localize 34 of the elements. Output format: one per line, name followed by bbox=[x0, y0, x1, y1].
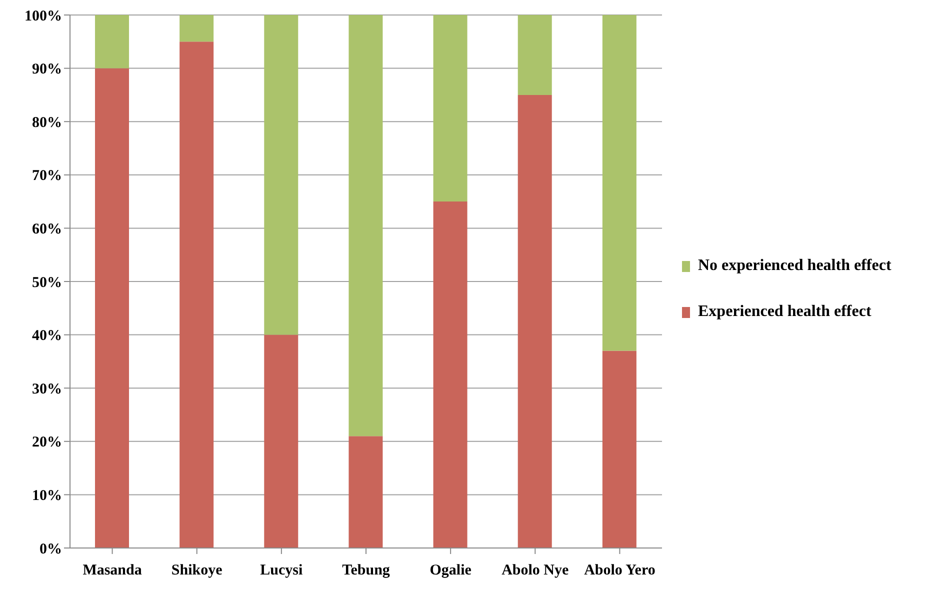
x-tick-label: Shikoye bbox=[171, 562, 223, 579]
x-tick-label: Abolo Yero bbox=[584, 562, 656, 579]
bar bbox=[518, 15, 552, 95]
y-tick-label: 0% bbox=[40, 541, 62, 558]
y-tick-label: 60% bbox=[32, 222, 62, 238]
bar bbox=[433, 15, 468, 202]
bar bbox=[180, 15, 214, 42]
bar bbox=[518, 94, 552, 548]
bar bbox=[264, 334, 298, 548]
y-tick-label: 30% bbox=[32, 381, 62, 398]
bar bbox=[95, 68, 129, 548]
y-tick-label: 50% bbox=[32, 274, 62, 291]
y-tick-label: 100% bbox=[24, 8, 62, 24]
bar bbox=[180, 42, 214, 548]
bar bbox=[602, 15, 636, 351]
bar bbox=[602, 350, 636, 548]
y-tick-label: 70% bbox=[32, 168, 62, 184]
x-tick-label: Abolo Nye bbox=[502, 562, 570, 579]
y-tick-label: 20% bbox=[32, 434, 62, 451]
x-tick-label: Ogalie bbox=[430, 562, 472, 579]
x-tick-label: Tebung bbox=[342, 562, 390, 579]
legend-label: Experienced health effect bbox=[698, 303, 872, 321]
x-tick-label: Masanda bbox=[82, 562, 142, 579]
legend-label: No experienced health effect bbox=[698, 257, 892, 275]
y-tick-label: 10% bbox=[32, 488, 62, 504]
bar bbox=[348, 436, 383, 548]
y-tick-label: 40% bbox=[32, 328, 62, 344]
y-tick-label: 80% bbox=[32, 114, 62, 131]
bar bbox=[433, 202, 468, 548]
bar bbox=[95, 15, 129, 68]
x-tick-label: Lucysi bbox=[260, 562, 303, 579]
y-tick-label: 90% bbox=[32, 62, 62, 78]
bar bbox=[264, 15, 298, 335]
bar bbox=[348, 15, 383, 436]
